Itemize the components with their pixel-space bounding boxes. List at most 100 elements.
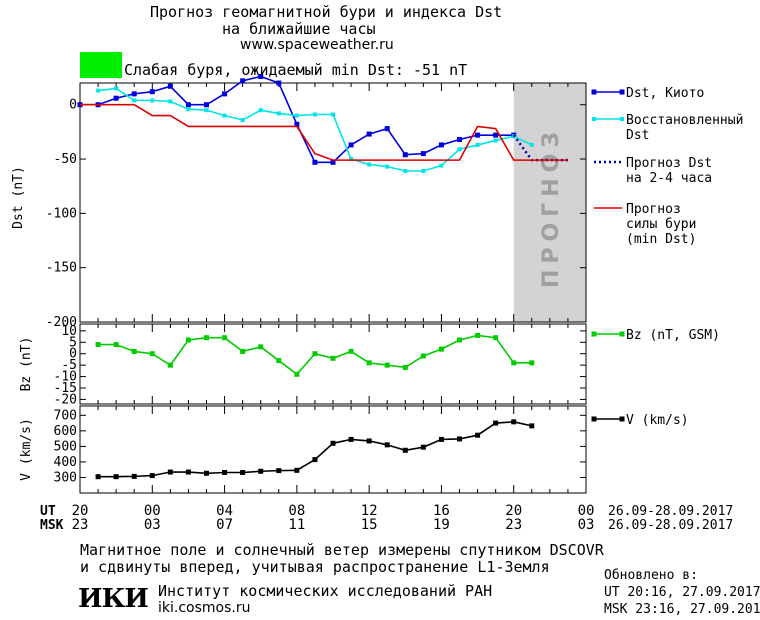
data-point — [258, 108, 263, 113]
x-tick-label-msk: 11 — [288, 517, 305, 533]
legend-label: Восстановленный — [626, 113, 743, 128]
y-tick-label: -100 — [46, 206, 77, 221]
data-point — [95, 342, 101, 348]
data-point — [331, 112, 335, 117]
x-tick-label-ut: 00 — [578, 503, 595, 519]
data-point — [438, 346, 444, 352]
data-point — [366, 438, 372, 444]
x-tick-label-ut: 08 — [288, 503, 305, 519]
institute-url[interactable]: iki.cosmos.ru — [158, 600, 251, 616]
y-tick-label: -50 — [54, 152, 77, 167]
data-point — [131, 473, 137, 479]
legend-label: V (km/s) — [626, 413, 689, 428]
data-point — [312, 112, 317, 117]
data-point — [258, 73, 264, 79]
updated-msk: MSK 23:16, 27.09.2017 — [604, 602, 760, 617]
data-point — [186, 107, 191, 112]
y-axis-label: V (km/s) — [19, 418, 34, 481]
legend-marker — [620, 117, 624, 121]
data-point — [384, 442, 390, 448]
panel-frame — [79, 82, 587, 323]
y-tick-label: -150 — [46, 261, 77, 276]
x-tick-label-msk: 23 — [72, 517, 89, 533]
legend-marker — [619, 331, 625, 337]
data-point — [149, 473, 155, 479]
data-point — [475, 132, 481, 138]
data-point — [149, 351, 155, 357]
updated-ut: UT 20:16, 27.09.2017 — [604, 585, 760, 600]
data-point — [384, 362, 390, 368]
legend-marker — [592, 117, 596, 121]
series-line — [98, 421, 532, 478]
dst-panel: ПРОГНОЗ 0 -50 -100 -150 -200 Dst (nT) — [11, 73, 587, 330]
x-tick-label-msk: 03 — [578, 517, 595, 533]
legend-marker — [619, 89, 625, 95]
data-point — [457, 147, 462, 152]
data-point — [131, 348, 137, 354]
data-point — [222, 91, 228, 97]
time-axis: UTMSK2023000304070811121516192023000326.… — [40, 503, 733, 533]
source-url[interactable]: www.spaceweather.ru — [240, 37, 394, 53]
data-point — [438, 436, 444, 442]
y-tick-label: -10 — [54, 370, 77, 385]
legend-marker — [619, 416, 625, 422]
legend-label: Прогноз Dst — [626, 156, 712, 171]
y-tick-label: 500 — [54, 439, 77, 454]
y-tick-label: 5 — [69, 335, 77, 350]
data-point — [240, 469, 246, 475]
chart-subtitle: на ближайшие часы — [222, 20, 376, 38]
legend-label: (min Dst) — [626, 232, 696, 247]
data-point — [276, 468, 282, 474]
data-point — [185, 469, 191, 475]
data-point — [330, 440, 336, 446]
y-tick-label: -200 — [46, 315, 77, 330]
data-point — [330, 159, 336, 165]
y-tick-label: 600 — [54, 424, 77, 439]
y-tick-label: 10 — [61, 324, 77, 339]
data-point — [294, 121, 300, 127]
data-point — [113, 474, 119, 480]
data-point — [294, 113, 299, 118]
data-point — [276, 80, 282, 86]
data-point — [204, 470, 209, 476]
legend-label: Dst, Киото — [626, 86, 704, 101]
data-point — [457, 337, 462, 343]
x-tick-label-ut: 04 — [216, 503, 233, 519]
x-tick-label-msk: 23 — [505, 517, 522, 533]
data-point — [348, 142, 354, 148]
data-point — [167, 469, 173, 475]
data-point — [312, 457, 318, 463]
data-point — [402, 152, 408, 158]
y-tick-label: -20 — [54, 392, 77, 407]
data-point — [366, 131, 372, 137]
data-point — [493, 132, 499, 138]
y-tick-label: 400 — [54, 455, 77, 470]
data-point — [529, 142, 534, 147]
data-point — [529, 423, 535, 429]
data-point — [511, 360, 517, 366]
data-point — [457, 436, 462, 442]
data-point — [294, 371, 300, 377]
data-point — [185, 102, 191, 108]
data-point — [204, 335, 209, 341]
forecast-band — [513, 83, 586, 322]
data-point — [348, 348, 354, 354]
data-point — [168, 99, 173, 104]
ut-label: UT — [40, 504, 56, 519]
y-tick-label: -5 — [61, 358, 77, 373]
data-point — [204, 108, 209, 113]
data-point — [475, 142, 480, 147]
storm-forecast-text: Слабая буря, ожидаемый min Dst: -51 nT — [124, 61, 468, 79]
data-point — [366, 360, 372, 366]
data-point — [150, 98, 155, 103]
series-line — [80, 103, 568, 161]
data-point — [420, 151, 426, 157]
footnote-line2: и сдвинуты вперед, учитывая распростране… — [80, 558, 550, 576]
forecast-band-label: ПРОГНОЗ — [539, 126, 564, 288]
data-point — [349, 157, 354, 162]
institute-name: Институт космических исследований РАН — [158, 582, 493, 600]
legend-marker — [591, 89, 597, 95]
data-point — [439, 163, 444, 168]
